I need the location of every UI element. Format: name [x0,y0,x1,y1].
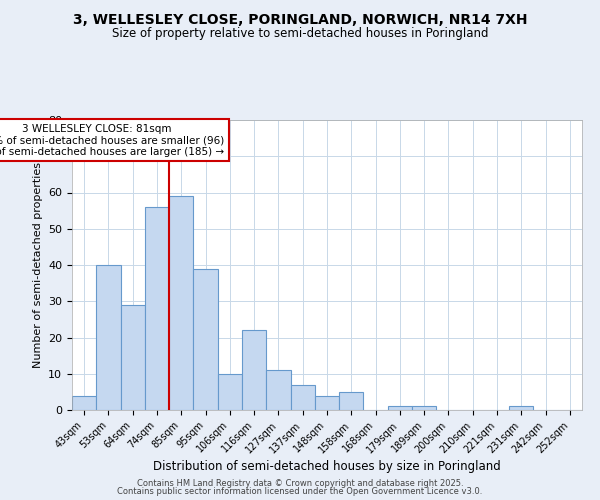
X-axis label: Distribution of semi-detached houses by size in Poringland: Distribution of semi-detached houses by … [153,460,501,473]
Text: Size of property relative to semi-detached houses in Poringland: Size of property relative to semi-detach… [112,28,488,40]
Bar [266,370,290,410]
Bar [339,392,364,410]
Bar [290,384,315,410]
Bar [315,396,339,410]
Bar [96,265,121,410]
Bar [388,406,412,410]
Bar [193,268,218,410]
Text: Contains public sector information licensed under the Open Government Licence v3: Contains public sector information licen… [118,487,482,496]
Bar [72,396,96,410]
Y-axis label: Number of semi-detached properties: Number of semi-detached properties [32,162,43,368]
Bar [218,374,242,410]
Bar [412,406,436,410]
Bar [145,207,169,410]
Bar [121,305,145,410]
Bar [242,330,266,410]
Text: 3 WELLESLEY CLOSE: 81sqm
← 33% of semi-detached houses are smaller (96)
64% of s: 3 WELLESLEY CLOSE: 81sqm ← 33% of semi-d… [0,124,224,157]
Bar [509,406,533,410]
Text: Contains HM Land Registry data © Crown copyright and database right 2025.: Contains HM Land Registry data © Crown c… [137,478,463,488]
Bar [169,196,193,410]
Text: 3, WELLESLEY CLOSE, PORINGLAND, NORWICH, NR14 7XH: 3, WELLESLEY CLOSE, PORINGLAND, NORWICH,… [73,12,527,26]
